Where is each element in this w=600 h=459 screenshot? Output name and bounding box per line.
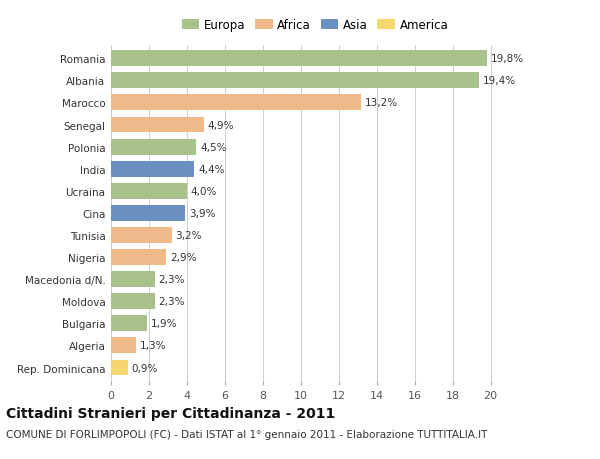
Text: 1,9%: 1,9% [151,319,178,329]
Bar [111,294,155,309]
Text: 2,9%: 2,9% [170,252,196,263]
Text: 4,5%: 4,5% [200,142,227,152]
Bar [111,228,172,243]
Bar [111,360,128,375]
Text: 19,8%: 19,8% [491,54,524,64]
Bar [111,316,147,331]
Text: Cittadini Stranieri per Cittadinanza - 2011: Cittadini Stranieri per Cittadinanza - 2… [6,406,335,420]
Text: COMUNE DI FORLIMPOPOLI (FC) - Dati ISTAT al 1° gennaio 2011 - Elaborazione TUTTI: COMUNE DI FORLIMPOPOLI (FC) - Dati ISTAT… [6,429,487,439]
Text: 13,2%: 13,2% [365,98,398,108]
Bar [111,51,487,67]
Text: 4,0%: 4,0% [191,186,217,196]
Bar [111,73,479,89]
Text: 2,3%: 2,3% [158,297,185,307]
Legend: Europa, Africa, Asia, America: Europa, Africa, Asia, America [177,14,453,37]
Bar [111,95,361,111]
Text: 3,9%: 3,9% [189,208,215,218]
Bar [111,140,196,155]
Bar [111,162,194,177]
Text: 4,4%: 4,4% [198,164,225,174]
Text: 4,9%: 4,9% [208,120,234,130]
Bar [111,250,166,265]
Bar [111,206,185,221]
Text: 0,9%: 0,9% [132,363,158,373]
Text: 1,3%: 1,3% [139,341,166,351]
Bar [111,338,136,353]
Text: 2,3%: 2,3% [158,274,185,285]
Bar [111,184,187,199]
Bar [111,118,204,133]
Text: 3,2%: 3,2% [176,230,202,241]
Text: 19,4%: 19,4% [483,76,516,86]
Bar [111,272,155,287]
